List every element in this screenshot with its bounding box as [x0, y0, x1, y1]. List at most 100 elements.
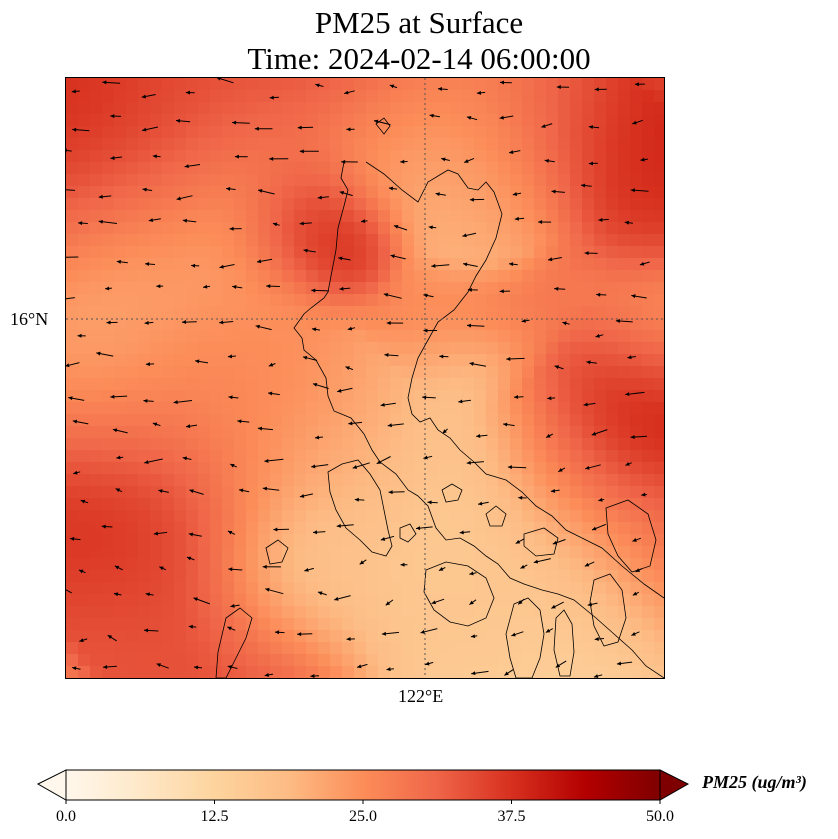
pm25-cell [582, 138, 595, 151]
pm25-cell [366, 522, 379, 535]
pm25-cell [282, 342, 295, 355]
pm25-cell [510, 522, 523, 535]
pm25-cell [618, 522, 631, 535]
pm25-cell [426, 186, 439, 199]
pm25-cell [342, 210, 355, 223]
pm25-cell [294, 318, 307, 331]
pm25-cell [66, 402, 79, 415]
pm25-cell [390, 606, 403, 619]
pm25-cell [186, 390, 199, 403]
pm25-cell [474, 438, 487, 451]
pm25-cell [78, 462, 91, 475]
pm25-cell [354, 258, 367, 271]
pm25-cell [498, 258, 511, 271]
pm25-cell [486, 222, 499, 235]
pm25-cell [186, 234, 199, 247]
pm25-cell [150, 78, 163, 91]
pm25-cell [570, 558, 583, 571]
pm25-cell [426, 486, 439, 499]
pm25-cell [186, 618, 199, 631]
coastline-west-islands [215, 607, 253, 678]
pm25-cell [246, 354, 259, 367]
pm25-cell [210, 558, 223, 571]
pm25-cell [114, 186, 127, 199]
pm25-cell [210, 306, 223, 319]
pm25-cell [246, 558, 259, 571]
pm25-cell [162, 366, 175, 379]
pm25-cell [222, 402, 235, 415]
pm25-cell [222, 342, 235, 355]
pm25-cell [306, 78, 319, 91]
pm25-cell [198, 102, 211, 115]
pm25-cell [222, 594, 235, 607]
wind-vector-head [145, 362, 150, 367]
wind-vector-head [229, 226, 234, 231]
pm25-cell [402, 402, 415, 415]
pm25-cell [558, 450, 571, 463]
wind-vector-head [219, 320, 224, 325]
pm25-cell [354, 546, 367, 559]
pm25-cell [474, 642, 487, 655]
pm25-cell [162, 150, 175, 163]
pm25-cell [450, 390, 463, 403]
pm25-cell [210, 174, 223, 187]
pm25-cell [378, 234, 391, 247]
pm25-cell [174, 354, 187, 367]
pm25-cell [66, 342, 79, 355]
pm25-cell [246, 438, 259, 451]
pm25-cell [78, 114, 91, 127]
wind-vector-head [588, 125, 593, 130]
pm25-cell [618, 330, 631, 343]
pm25-cell [222, 606, 235, 619]
pm25-cell [522, 174, 535, 187]
pm25-cell [582, 366, 595, 379]
pm25-cell [510, 654, 523, 667]
wind-vector-head [387, 423, 392, 428]
pm25-cell [558, 102, 571, 115]
pm25-cell [522, 594, 535, 607]
pm25-cell [522, 78, 535, 91]
pm25-cell [462, 198, 475, 211]
pm25-cell [414, 438, 427, 451]
pm25-cell [498, 402, 511, 415]
pm25-cell [318, 522, 331, 535]
pm25-cell [66, 438, 79, 451]
pm25-cell [114, 114, 127, 127]
pm25-cell [78, 510, 91, 523]
pm25-cell [294, 150, 307, 163]
pm25-cell [186, 654, 199, 667]
pm25-cell [282, 378, 295, 391]
pm25-cell [450, 354, 463, 367]
pm25-cell [90, 558, 103, 571]
pm25-cell [534, 378, 547, 391]
wind-vector-head [509, 150, 514, 155]
pm25-cell [378, 270, 391, 283]
pm25-cell [630, 330, 643, 343]
pm25-cell [246, 594, 259, 607]
pm25-cell [390, 258, 403, 271]
pm25-cell [294, 294, 307, 307]
pm25-cell [258, 630, 271, 643]
pm25-cell [582, 474, 595, 487]
pm25-cell [618, 234, 631, 247]
pm25-cell [486, 282, 499, 295]
pm25-cell [162, 426, 175, 439]
pm25-cell [126, 606, 139, 619]
pm25-cell [186, 522, 199, 535]
pm25-cell [234, 498, 247, 511]
wind-vector-head [273, 527, 278, 532]
pm25-cell [390, 234, 403, 247]
pm25-cell [162, 666, 175, 678]
pm25-cell [354, 102, 367, 115]
pm25-cell [378, 582, 391, 595]
pm25-cell [474, 426, 487, 439]
pm25-cell [258, 126, 271, 139]
pm25-cell [150, 378, 163, 391]
pm25-cell [558, 582, 571, 595]
pm25-cell [318, 582, 331, 595]
pm25-cell [186, 258, 199, 271]
pm25-cell [102, 522, 115, 535]
pm25-cell [102, 474, 115, 487]
pm25-cell [354, 318, 367, 331]
pm25-cell [270, 486, 283, 499]
